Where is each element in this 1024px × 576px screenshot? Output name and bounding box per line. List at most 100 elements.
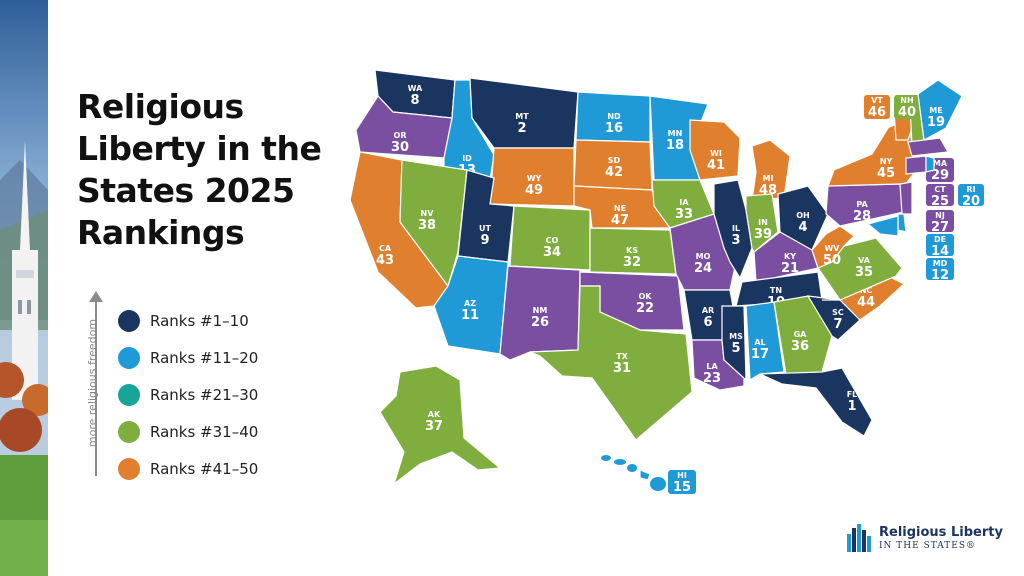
- state-code-ar: AR: [702, 306, 714, 315]
- state-rank-ok: 22: [636, 301, 654, 316]
- state-rank-la: 23: [703, 371, 721, 386]
- state-code-ne: NE: [614, 204, 626, 213]
- state-az: [433, 255, 509, 355]
- state-code-ny: NY: [880, 157, 893, 166]
- legend-item-21-30: Ranks #21–30: [118, 376, 258, 413]
- state-code-nc: NC: [860, 286, 873, 295]
- state-code-nh: NH: [900, 96, 913, 105]
- hawaii-island: [650, 477, 666, 491]
- state-rank-nv: 38: [418, 218, 436, 233]
- callout-box-de: [926, 234, 954, 256]
- callout-box-hi: [668, 470, 696, 494]
- legend-item-41-50: Ranks #41–50: [118, 450, 258, 487]
- state-rank-nj: 27: [931, 220, 949, 235]
- state-code-wy: WY: [527, 174, 542, 183]
- callout-box-md: [926, 258, 954, 280]
- state-rank-wv: 50: [823, 253, 841, 268]
- state-rank-mn: 18: [666, 138, 684, 153]
- state-rank-ne: 47: [611, 213, 629, 228]
- state-rank-al: 17: [751, 347, 769, 362]
- state-rank-ma: 29: [931, 168, 949, 183]
- legend-item-31-40: Ranks #31–40: [118, 413, 258, 450]
- legend-item-1-10: Ranks #1–10: [118, 302, 258, 339]
- freedom-arrow-line: [95, 300, 97, 476]
- state-rank-oh: 4: [798, 220, 807, 235]
- state-rank-md: 12: [931, 268, 949, 283]
- legend-swatch: [118, 309, 140, 332]
- state-rank-ga: 36: [791, 339, 809, 354]
- state-rank-ca: 43: [376, 253, 394, 268]
- hawaii-island: [614, 459, 626, 465]
- legend-label: Ranks #41–50: [150, 459, 259, 478]
- state-code-ri: RI: [966, 185, 975, 194]
- state-il: [713, 179, 753, 280]
- state-code-pa: PA: [856, 200, 868, 209]
- callout-box-ct: [926, 184, 954, 206]
- state-code-il: IL: [732, 224, 740, 233]
- state-rank-ny: 45: [877, 166, 895, 181]
- state-code-or: OR: [394, 131, 407, 140]
- state-code-wv: WV: [824, 244, 840, 253]
- state-code-ut: UT: [479, 224, 491, 233]
- state-code-ks: KS: [626, 246, 638, 255]
- legend-swatch: [118, 383, 140, 406]
- state-rank-ar: 6: [703, 315, 712, 330]
- state-me: [917, 79, 963, 141]
- hawaii-island: [627, 464, 637, 472]
- state-code-mt: MT: [515, 112, 529, 121]
- church-photo-strip: [0, 0, 48, 576]
- title-line-4: Rankings: [77, 213, 245, 252]
- state-code-me: ME: [929, 106, 942, 115]
- state-code-mn: MN: [668, 129, 683, 138]
- state-ga: [773, 295, 833, 375]
- brand-logo: Religious Liberty IN THE STATES®: [847, 524, 1003, 552]
- state-code-hi: HI: [677, 471, 687, 480]
- logo-main-text: Religious Liberty: [879, 524, 1003, 540]
- callout-box-vt: [864, 95, 890, 119]
- state-rank-vt: 46: [868, 105, 886, 120]
- state-code-tn: TN: [770, 286, 782, 295]
- state-rank-ct: 25: [931, 194, 949, 209]
- state-rank-tx: 31: [613, 361, 631, 376]
- state-code-md: MD: [933, 259, 948, 268]
- legend-label: Ranks #1–10: [150, 311, 249, 330]
- state-rank-mo: 24: [694, 261, 712, 276]
- state-ri: [925, 155, 935, 173]
- state-rank-ms: 5: [731, 341, 740, 356]
- callout-box-nj: [926, 210, 954, 232]
- arrow-up-icon: [89, 291, 103, 302]
- state-code-id: ID: [462, 154, 472, 163]
- state-code-tx: TX: [616, 352, 628, 361]
- state-code-ma: MA: [933, 159, 948, 168]
- title-line-3: States 2025: [77, 171, 295, 210]
- state-rank-ak: 37: [425, 419, 443, 434]
- page-title: Religious Liberty in the States 2025 Ran…: [77, 86, 377, 254]
- state-al: [745, 301, 785, 382]
- state-ms: [721, 305, 747, 382]
- state-code-ia: IA: [679, 198, 689, 207]
- legend: Ranks #1–10 Ranks #11–20 Ranks #21–30 Ra…: [118, 302, 258, 487]
- state-rank-fl: 1: [847, 399, 856, 414]
- state-rank-az: 11: [461, 308, 479, 323]
- state-rank-wa: 8: [410, 93, 419, 108]
- state-rank-ia: 33: [675, 207, 693, 222]
- state-rank-me: 19: [927, 115, 945, 130]
- state-code-ak: AK: [428, 410, 441, 419]
- state-rank-nc: 44: [857, 295, 875, 310]
- callout-box-ri: [958, 184, 984, 206]
- state-rank-co: 34: [543, 245, 561, 260]
- state-code-la: LA: [706, 362, 718, 371]
- state-code-va: VA: [858, 256, 871, 265]
- state-rank-wi: 41: [707, 158, 725, 173]
- state-de: [897, 213, 907, 233]
- legend-label: Ranks #21–30: [150, 385, 259, 404]
- state-code-mi: MI: [763, 174, 774, 183]
- state-code-sd: SD: [608, 156, 621, 165]
- state-nj: [899, 181, 913, 215]
- legend-item-11-20: Ranks #11–20: [118, 339, 258, 376]
- legend-swatch: [118, 346, 140, 369]
- bar-chart-logo-icon: [847, 524, 871, 552]
- state-rank-sc: 7: [833, 317, 842, 332]
- legend-swatch: [118, 457, 140, 480]
